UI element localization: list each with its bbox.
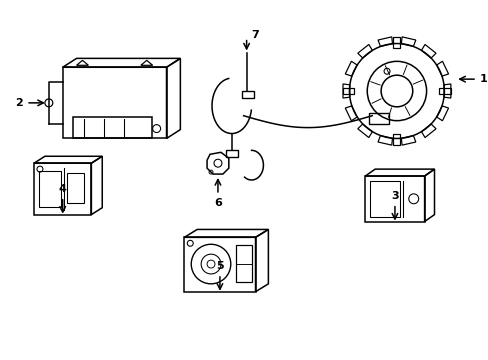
Bar xyxy=(184,237,255,292)
Bar xyxy=(439,87,450,94)
Bar xyxy=(369,181,399,217)
Bar xyxy=(393,37,400,49)
Text: 6: 6 xyxy=(214,198,222,208)
Bar xyxy=(66,173,84,203)
Bar xyxy=(34,163,91,215)
Bar xyxy=(365,176,424,221)
Bar xyxy=(342,87,354,94)
Bar xyxy=(62,67,166,139)
Bar xyxy=(225,150,237,157)
Bar xyxy=(39,171,61,207)
Text: 3: 3 xyxy=(390,191,398,201)
Text: 5: 5 xyxy=(216,261,224,271)
Text: 2: 2 xyxy=(15,98,23,108)
Bar xyxy=(393,134,400,145)
Text: 1: 1 xyxy=(479,74,487,84)
Bar xyxy=(235,245,251,282)
Bar xyxy=(368,113,388,123)
Bar xyxy=(72,117,151,139)
Text: 4: 4 xyxy=(59,184,66,194)
Text: 7: 7 xyxy=(251,30,259,40)
Bar xyxy=(241,91,253,98)
